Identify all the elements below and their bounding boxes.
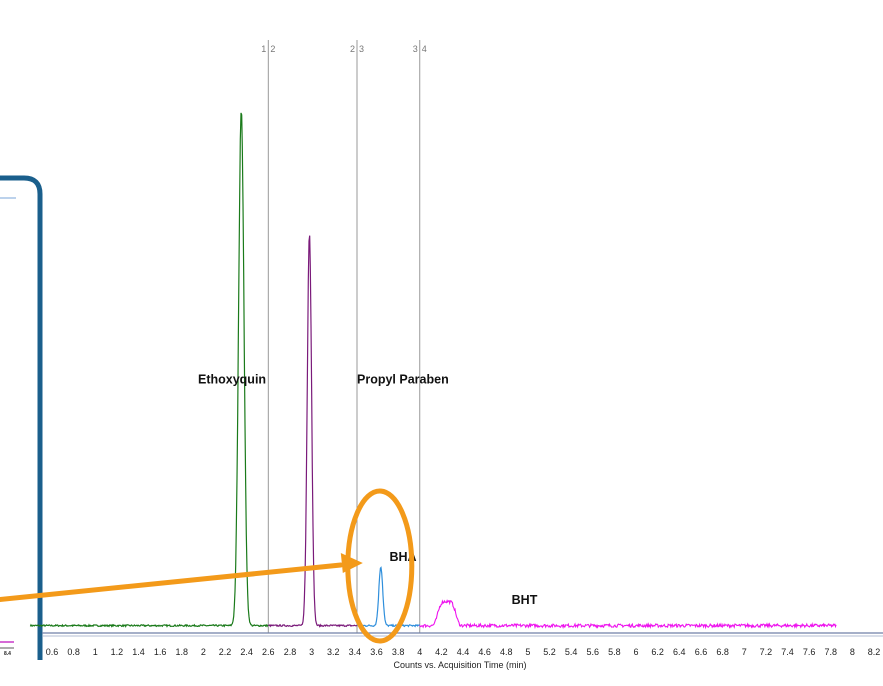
series-line (29, 112, 269, 628)
x-tick-label: 2.6 (262, 647, 275, 657)
peak-label: Propyl Paraben (357, 373, 449, 387)
x-axis-label: Counts vs. Acquisition Time (min) (393, 660, 526, 670)
x-tick-label: 4 (417, 647, 422, 657)
x-tick-label: 0.6 (46, 647, 59, 657)
x-tick-label: 7.2 (760, 647, 773, 657)
x-tick-label: 2.8 (284, 647, 297, 657)
peak-label: Ethoxyquin (198, 373, 266, 387)
x-tick-label: 1.2 (111, 647, 124, 657)
chromatogram-traces (29, 112, 837, 630)
x-tick-label: 3.6 (370, 647, 383, 657)
x-tick-label: 1.4 (132, 647, 145, 657)
highlight-overlay (0, 488, 415, 644)
inset-panel: 8.4 (0, 175, 43, 660)
x-tick-label: 7.4 (781, 647, 794, 657)
x-tick-label: 3.8 (392, 647, 405, 657)
x-tick-label: 7 (742, 647, 747, 657)
segment-label-right: 2 (270, 44, 275, 54)
x-tick-label: 6.6 (695, 647, 708, 657)
inset-panel-border (0, 175, 43, 660)
x-tick-label: 2 (201, 647, 206, 657)
arrow-shaft (0, 562, 344, 603)
x-tick-label: 3 (309, 647, 314, 657)
x-tick-label: 6.8 (716, 647, 729, 657)
series-line (356, 566, 421, 628)
x-tick-label: 6.2 (651, 647, 664, 657)
x-axis: 0.6 0.8 1 1.2 1.4 1.6 1.8 2 2.2 2.4 2.6 2.8 3 3.2 3.4 3… (42, 632, 883, 670)
segment-label-right: 3 (359, 44, 364, 54)
inset-tick-label: 8.4 (4, 651, 11, 657)
x-tick-label: 4.4 (457, 647, 470, 657)
x-tick-label: 4.6 (478, 647, 491, 657)
x-tick-label: 8.2 (868, 647, 881, 657)
x-tick-label: 5.6 (587, 647, 600, 657)
arrow-head (340, 553, 363, 573)
x-tick-label: 1 (93, 647, 98, 657)
x-tick-label: 1.8 (176, 647, 189, 657)
x-tick-labels: 0.6 0.8 1 1.2 1.4 1.6 1.8 2 2.2 2.4 2.6 2.8 3 3.2 3.4 3… (46, 647, 881, 657)
x-tick-label: 2.4 (240, 647, 253, 657)
peak-label: BHT (512, 593, 538, 607)
x-tick-label: 6.4 (673, 647, 686, 657)
series-line (268, 235, 358, 628)
x-tick-label: 5.4 (565, 647, 578, 657)
x-tick-label: 5.2 (543, 647, 556, 657)
x-tick-label: 7.6 (803, 647, 816, 657)
x-tick-label: 7.8 (824, 647, 837, 657)
x-tick-label: 8 (850, 647, 855, 657)
segment-label-left: 2 (350, 44, 355, 54)
x-tick-label: 3.4 (349, 647, 362, 657)
x-tick-label: 4.2 (435, 647, 448, 657)
segment-label-left: 3 (413, 44, 418, 54)
x-tick-label: 6 (634, 647, 639, 657)
segment-label-right: 4 (422, 44, 427, 54)
x-tick-label: 0.8 (67, 647, 80, 657)
x-tick-label: 1.6 (154, 647, 167, 657)
x-tick-label: 5 (525, 647, 530, 657)
x-tick-label: 3.2 (327, 647, 340, 657)
x-tick-label: 4.8 (500, 647, 513, 657)
segment-label-left: 1 (261, 44, 266, 54)
series-line (419, 599, 837, 630)
x-tick-label: 5.8 (608, 647, 621, 657)
x-tick-label: 2.2 (219, 647, 232, 657)
